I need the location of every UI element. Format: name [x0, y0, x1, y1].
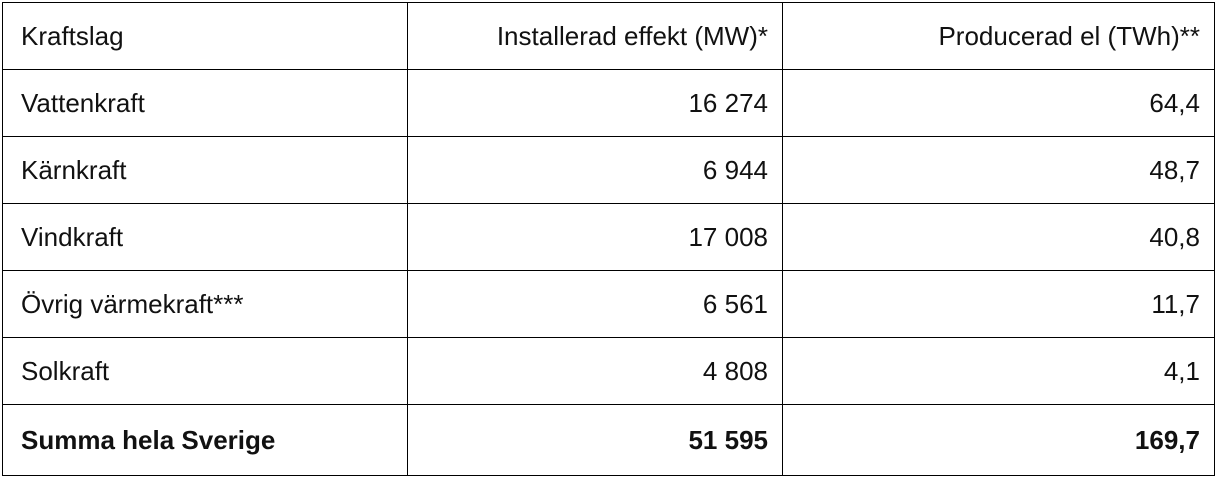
cell: 169,7 — [782, 404, 1215, 476]
cell: 6 561 — [407, 270, 783, 338]
cell: 4,1 — [782, 337, 1215, 405]
header-row: Kraftslag Installerad effekt (MW)* Produce… — [2, 2, 1215, 70]
cell: Producerad el (TWh)** — [782, 2, 1215, 70]
data-row: Vattenkraft 16 274 64,4 — [2, 69, 1215, 137]
power-table: Kraftslag Installerad effekt (MW)* Produce… — [2, 2, 1215, 476]
row-label: Summa hela Sverige — [2, 404, 408, 476]
cell: 11,7 — [782, 270, 1215, 338]
row-label: Vattenkraft — [2, 69, 408, 137]
row-label: Solkraft — [2, 337, 408, 405]
total-row: Summa hela Sverige 51 595 169,7 — [2, 404, 1215, 476]
cell: Installerad effekt (MW)* — [407, 2, 783, 70]
cell: 48,7 — [782, 136, 1215, 204]
data-row: Solkraft 4 808 4,1 — [2, 337, 1215, 405]
data-row: Övrig värmekraft*** 6 561 11,7 — [2, 270, 1215, 338]
row-label: Vindkraft — [2, 203, 408, 271]
table-body: Kraftslag Installerad effekt (MW)* Produce… — [2, 2, 1215, 476]
cell: 17 008 — [407, 203, 783, 271]
cell: 16 274 — [407, 69, 783, 137]
cell: 4 808 — [407, 337, 783, 405]
cell: 51 595 — [407, 404, 783, 476]
cell: 6 944 — [407, 136, 783, 204]
row-label: Övrig värmekraft*** — [2, 270, 408, 338]
cell: 64,4 — [782, 69, 1215, 137]
row-label: Kraftslag — [2, 2, 408, 70]
data-row: Vindkraft 17 008 40,8 — [2, 203, 1215, 271]
row-label: Kärnkraft — [2, 136, 408, 204]
data-row: Kärnkraft 6 944 48,7 — [2, 136, 1215, 204]
cell: 40,8 — [782, 203, 1215, 271]
